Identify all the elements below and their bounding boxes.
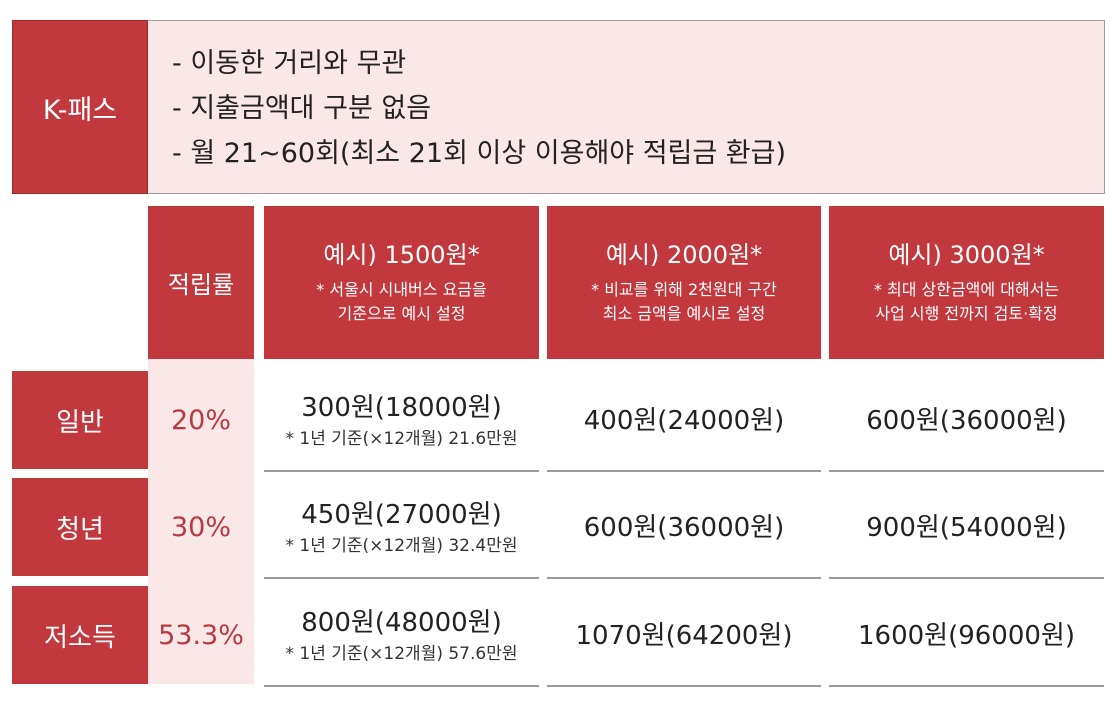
kpass-line-usage: - 월 21~60회(최소 21회 이상 이용해야 적립금 환급) (172, 138, 787, 169)
rate-general-value: 20% (170, 404, 231, 436)
kpass-label-cell: K-패스 (12, 20, 148, 194)
cell-general-1500: 300원(18000원) * 1년 기준(×12개월) 21.6만원 (264, 371, 539, 472)
header-example-2000-title: 예시) 2000원* (605, 240, 763, 269)
header-example-2000-note-1: * 비교를 위해 2천원대 구간 (591, 279, 777, 299)
cell-low-income-1500: 800원(48000원) * 1년 기준(×12개월) 57.6만원 (264, 586, 539, 687)
header-example-2000: 예시) 2000원* * 비교를 위해 2천원대 구간 최소 금액을 예시로 설… (547, 206, 821, 359)
cell-youth-1500: 450원(27000원) * 1년 기준(×12개월) 32.4만원 (264, 478, 539, 579)
cell-low-income-1500-annual-note: * 1년 기준(×12개월) 57.6만원 (285, 643, 518, 664)
cell-low-income-2000: 1070원(64200원) (547, 586, 821, 687)
cell-youth-3000: 900원(54000원) (829, 478, 1104, 579)
kpass-line-distance: - 이동한 거리와 무관 (172, 48, 407, 79)
header-example-3000: 예시) 3000원* * 최대 상한금액에 대해서는 사업 시행 전까지 검토·… (829, 206, 1104, 359)
rate-general: 20% (148, 371, 254, 469)
rate-youth-value: 30% (170, 511, 231, 543)
cell-low-income-2000-amount: 1070원(64200원) (575, 620, 793, 651)
header-example-2000-note-2: 최소 금액을 예시로 설정 (602, 303, 766, 323)
header-example-1500: 예시) 1500원* * 서울시 시내버스 요금을 기준으로 예시 설정 (264, 206, 539, 359)
row-label-low-income-text: 저소득 (44, 622, 116, 653)
cell-low-income-3000-amount: 1600원(96000원) (857, 620, 1075, 651)
cell-general-2000: 400원(24000원) (547, 371, 821, 472)
header-example-1500-title: 예시) 1500원* (323, 240, 480, 269)
header-example-1500-note-1: * 서울시 시내버스 요금을 (316, 279, 487, 299)
cell-youth-2000-amount: 600원(36000원) (583, 512, 785, 543)
header-example-3000-title: 예시) 3000원* (888, 240, 1045, 269)
rate-youth: 30% (148, 478, 254, 576)
cell-low-income-3000: 1600원(96000원) (829, 586, 1104, 687)
cell-youth-1500-amount: 450원(27000원) (301, 499, 502, 530)
cell-general-1500-amount: 300원(18000원) (301, 392, 502, 423)
row-label-youth: 청년 (12, 478, 148, 576)
cell-youth-2000: 600원(36000원) (547, 478, 821, 579)
header-rate-label: 적립률 (167, 271, 235, 299)
header-example-3000-note-1: * 최대 상한금액에 대해서는 (873, 279, 1060, 299)
cell-youth-1500-annual-note: * 1년 기준(×12개월) 32.4만원 (285, 535, 518, 556)
kpass-label: K-패스 (42, 94, 118, 126)
row-label-general-text: 일반 (56, 407, 104, 438)
cell-general-2000-amount: 400원(24000원) (583, 405, 785, 436)
cell-low-income-1500-amount: 800원(48000원) (301, 607, 502, 638)
rate-low-income: 53.3% (148, 586, 254, 684)
row-label-low-income: 저소득 (12, 586, 148, 684)
cell-general-3000-amount: 600원(36000원) (866, 405, 1067, 436)
cell-general-3000: 600원(36000원) (829, 371, 1104, 472)
kpass-line-spending: - 지출금액대 구분 없음 (172, 93, 432, 124)
header-example-1500-note-2: 기준으로 예시 설정 (337, 303, 466, 323)
row-label-youth-text: 청년 (56, 514, 104, 545)
kpass-description-box: - 이동한 거리와 무관 - 지출금액대 구분 없음 - 월 21~60회(최소… (148, 20, 1105, 194)
header-example-3000-note-2: 사업 시행 전까지 검토·확정 (875, 303, 1058, 323)
rate-low-income-value: 53.3% (158, 619, 244, 651)
rate-column-background (148, 359, 254, 684)
row-label-general: 일반 (12, 371, 148, 469)
cell-general-1500-annual-note: * 1년 기준(×12개월) 21.6만원 (285, 428, 518, 449)
header-rate-cell: 적립률 (148, 206, 254, 359)
cell-youth-3000-amount: 900원(54000원) (866, 512, 1067, 543)
